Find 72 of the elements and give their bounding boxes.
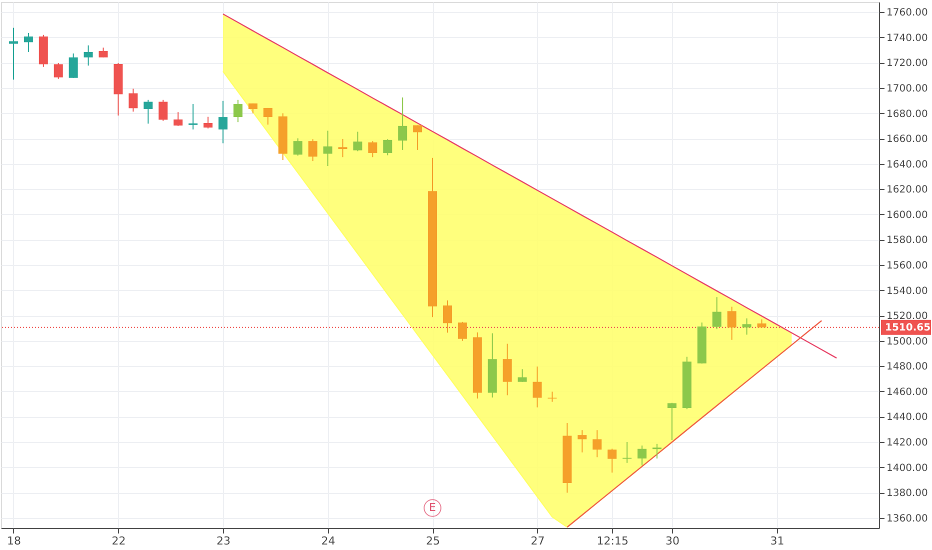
candlestick <box>532 366 542 408</box>
candlestick <box>398 96 408 150</box>
y-tick-label: 1680.00 <box>886 108 928 120</box>
line-series <box>566 320 822 528</box>
y-tick-label: 1700.00 <box>886 83 928 94</box>
candlestick <box>592 430 602 458</box>
y-tick-label: 1580.00 <box>886 235 928 246</box>
x-tick-label: 18 <box>6 534 21 548</box>
y-tick-label: 1560.00 <box>886 260 928 272</box>
y-tick-label: 1460.00 <box>886 386 928 398</box>
y-tick-label: 1400.00 <box>886 462 928 474</box>
candlestick <box>338 138 348 158</box>
candlestick <box>383 138 392 156</box>
y-tick-label: 1440.00 <box>886 412 928 424</box>
candlestick <box>667 402 676 440</box>
candlestick <box>727 306 736 340</box>
candlestick <box>158 99 168 122</box>
x-tick-label: 27 <box>530 534 545 548</box>
candlestick <box>68 52 78 78</box>
candlestick <box>233 99 242 123</box>
candlestick <box>8 27 18 80</box>
y-tick-label: 1720.00 <box>886 58 928 70</box>
candlestick <box>638 445 647 466</box>
candlestick <box>712 296 722 330</box>
candlestick <box>518 368 527 382</box>
candlestick <box>413 124 422 150</box>
candlestick <box>308 138 318 162</box>
ref-line-label: 1510.65 <box>885 322 931 334</box>
candlestick <box>84 44 93 66</box>
line-series <box>222 13 838 359</box>
candlestick <box>144 99 153 124</box>
candlestick <box>742 318 752 336</box>
candlestick <box>502 343 512 396</box>
candlestick <box>608 448 617 474</box>
candlestick <box>174 112 183 126</box>
candlestick <box>442 300 452 334</box>
candlestick <box>188 104 198 130</box>
x-tick-label: 22 <box>112 534 126 548</box>
annotation: E <box>429 501 436 514</box>
candlestick <box>263 107 272 126</box>
y-tick-label: 1660.00 <box>886 134 928 146</box>
y-tick-label: 1620.00 <box>886 184 928 196</box>
y-tick-label: 1360.00 <box>886 513 928 524</box>
candlestick <box>218 100 228 144</box>
candlestick <box>98 47 108 58</box>
x-tick-label: 25 <box>426 534 440 548</box>
y-tick-label: 1500.00 <box>886 336 928 348</box>
candlestick <box>293 138 302 156</box>
x-tick-label: 30 <box>665 534 680 548</box>
candlestick <box>24 32 33 52</box>
x-tick-label: 24 <box>321 534 336 548</box>
x-tick-label: 12:15 <box>596 534 628 548</box>
candlestick <box>204 116 213 129</box>
candlestick <box>54 62 63 80</box>
y-tick-label: 1540.00 <box>886 286 928 297</box>
candlestick <box>652 443 662 459</box>
y-tick-label: 1600.00 <box>886 210 928 221</box>
x-tick-label: 23 <box>216 534 230 548</box>
y-tick-label: 1420.00 <box>886 438 928 449</box>
candlestick <box>128 88 138 112</box>
y-tick-label: 1520.00 <box>886 311 928 322</box>
y-tick-label: 1740.00 <box>886 32 928 44</box>
y-tick-label: 1640.00 <box>886 159 928 170</box>
y-tick-label: 1380.00 <box>886 488 928 500</box>
candlestick <box>458 321 467 342</box>
y-tick-label: 1480.00 <box>886 362 928 373</box>
candlestick <box>353 131 362 152</box>
x-tick-label: 31 <box>770 534 784 548</box>
y-tick-label: 1760.00 <box>886 8 928 19</box>
candlestick <box>368 140 378 158</box>
candlestick <box>578 430 587 453</box>
candlestick <box>323 130 332 166</box>
